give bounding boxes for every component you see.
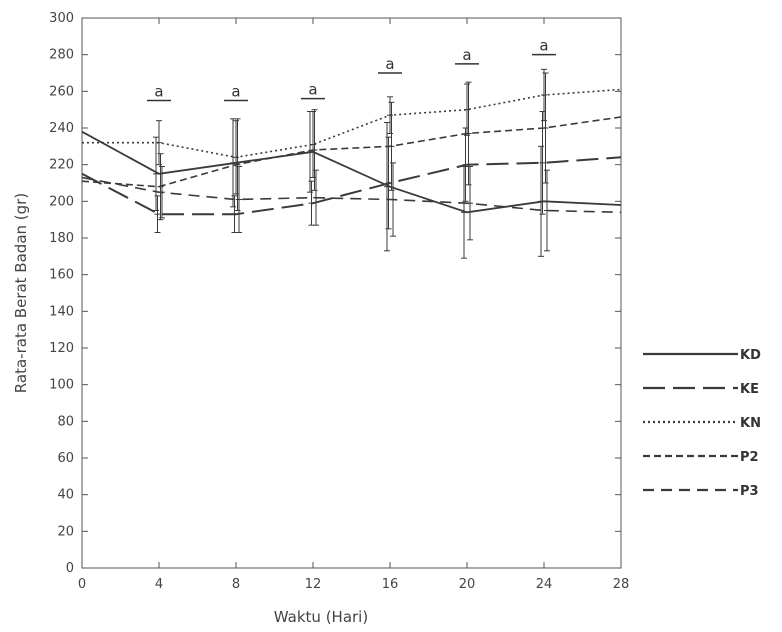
y-axis-title: Rata-rata Berat Badan (gr) xyxy=(12,193,30,393)
significance-label: a xyxy=(462,46,471,64)
significance-label: a xyxy=(385,55,394,73)
y-tick-label: 20 xyxy=(57,524,74,539)
y-tick-label: 180 xyxy=(49,231,74,246)
series-line-kd xyxy=(81,130,622,214)
x-tick-label: 0 xyxy=(78,577,86,592)
x-tick-label: 28 xyxy=(613,577,630,592)
y-tick-label: 160 xyxy=(49,268,74,283)
y-tick-label: 100 xyxy=(49,378,74,393)
series-line-p3 xyxy=(81,176,622,214)
series-ke xyxy=(81,111,622,233)
legend-label-p3: P3 xyxy=(740,484,759,499)
y-tick-label: 60 xyxy=(57,451,74,466)
series-line-kn xyxy=(82,88,622,159)
axes-layer: 0204060801001201401601802002202402602803… xyxy=(49,11,629,592)
y-tick-label: 80 xyxy=(57,414,74,429)
y-tick-label: 260 xyxy=(49,84,74,99)
y-tick-label: 120 xyxy=(49,341,74,356)
x-tick-label: 12 xyxy=(305,577,322,592)
y-tick-label: 0 xyxy=(66,561,74,576)
significance-label: a xyxy=(154,83,163,101)
legend: KD KE KN P2 P3 xyxy=(643,348,761,499)
y-tick-label: 140 xyxy=(49,304,74,319)
series-p2 xyxy=(81,72,622,221)
y-tick-label: 300 xyxy=(49,11,74,26)
x-tick-label: 24 xyxy=(536,577,553,592)
y-tick-label: 280 xyxy=(49,48,74,63)
x-axis-title: Waktu (Hari) xyxy=(274,608,368,626)
annotation-layer: a a a a a a xyxy=(147,37,556,102)
legend-label-p2: P2 xyxy=(740,450,759,465)
significance-label: a xyxy=(308,81,317,99)
legend-label-kd: KD xyxy=(740,348,761,363)
series-p3 xyxy=(81,162,622,252)
y-tick-label: 40 xyxy=(57,488,74,503)
x-tick-label: 16 xyxy=(382,577,399,592)
x-tick-label: 8 xyxy=(232,577,240,592)
series-line-ke xyxy=(81,156,622,216)
legend-label-ke: KE xyxy=(740,382,759,397)
series-line-p2 xyxy=(81,116,622,188)
plot-frame xyxy=(81,17,622,569)
y-tick-label: 200 xyxy=(49,194,74,209)
series-layer xyxy=(81,68,622,259)
y-tick-label: 220 xyxy=(49,158,74,173)
y-tick-label: 240 xyxy=(49,121,74,136)
significance-label: a xyxy=(539,37,548,55)
significance-label: a xyxy=(231,83,240,101)
legend-label-kn: KN xyxy=(740,416,761,431)
x-tick-label: 20 xyxy=(459,577,476,592)
x-tick-label: 4 xyxy=(155,577,163,592)
